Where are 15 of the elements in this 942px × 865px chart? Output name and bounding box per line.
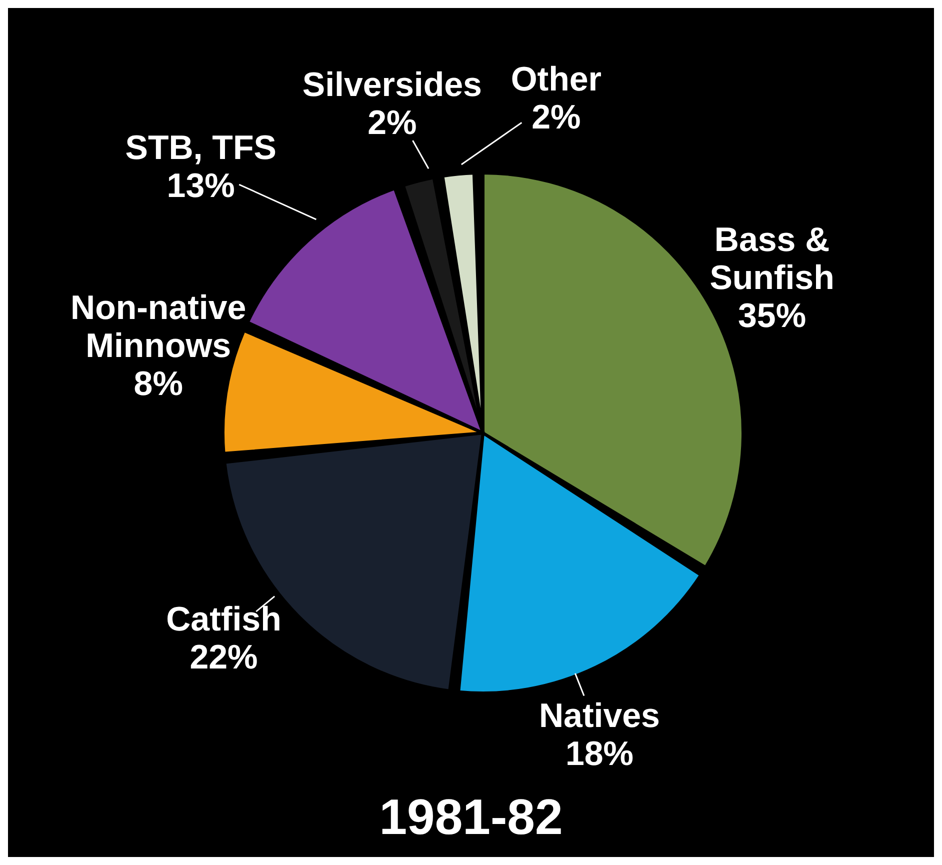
data-label: 2% [532, 98, 581, 137]
text: 1981-82 [378, 788, 564, 846]
slice-label: Non-native Minnows [70, 288, 246, 365]
data-label: 18% [565, 734, 634, 773]
data-label: 22% [190, 638, 258, 676]
data-label: 35% [738, 297, 806, 336]
slice-label: Natives [538, 696, 660, 735]
data-label: 2% [368, 104, 417, 142]
slice-label: STB, TFS [125, 129, 276, 168]
slice-label: Silversides [302, 66, 482, 104]
slice-label: Bass & Sunfish [710, 221, 834, 298]
data-label: 8% [134, 364, 183, 403]
slice-label: Other [510, 60, 602, 99]
data-label: 13% [166, 167, 235, 206]
slice-label: Catfish [166, 600, 282, 638]
